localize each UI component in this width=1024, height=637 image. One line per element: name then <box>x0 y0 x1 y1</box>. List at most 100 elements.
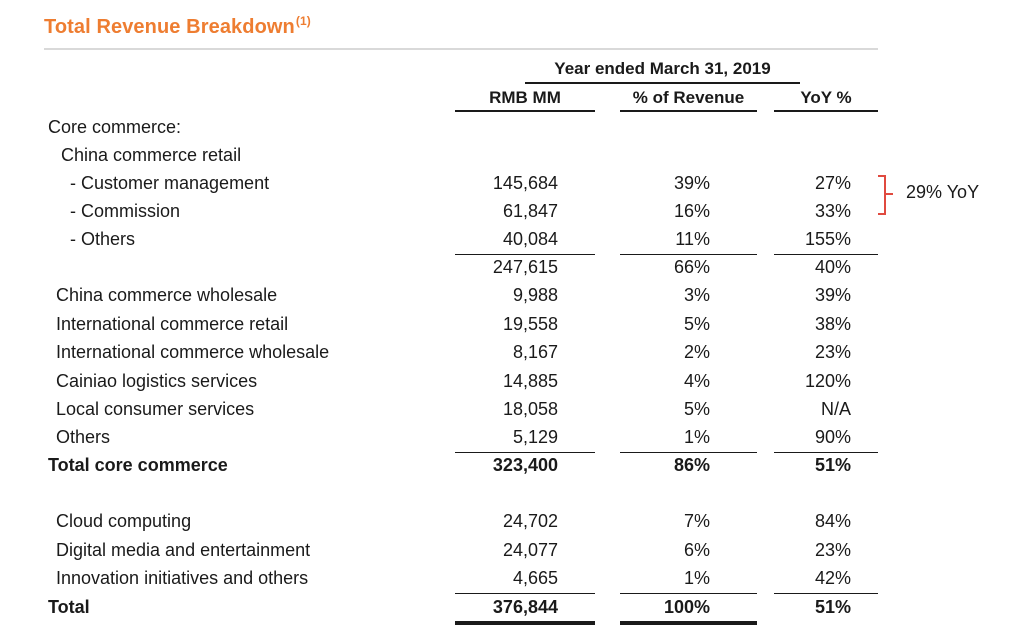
column-header-percent-revenue: % of Revenue <box>632 88 745 107</box>
bracket-annotation <box>878 175 886 215</box>
column-header-rule-yoy <box>774 110 878 112</box>
row-label: - Commission <box>70 201 181 221</box>
row-label: China commerce wholesale <box>56 285 278 305</box>
report-title-text: Total Revenue Breakdown <box>44 16 295 38</box>
table-row: - Customer management 145,684 39% 27% <box>0 173 1024 201</box>
cell-rmb: 376,844 <box>492 597 558 617</box>
column-header-rule-rmb <box>455 110 595 112</box>
row-label: International commerce wholesale <box>56 342 330 362</box>
cell-yoy: 90% <box>814 427 851 447</box>
subtotal-rule <box>620 254 757 255</box>
cell-percent-revenue: 1% <box>683 568 710 588</box>
table-row: Others 5,129 1% 90% <box>0 427 1024 455</box>
column-header-rmb: RMB MM <box>489 88 561 107</box>
grand-total-rule <box>774 593 878 594</box>
cell-percent-revenue: 1% <box>683 427 710 447</box>
total-core-rule <box>620 452 757 453</box>
row-label: International commerce retail <box>56 314 289 334</box>
cell-percent-revenue: 11% <box>675 229 710 249</box>
table-row: International commerce wholesale 8,167 2… <box>0 342 1024 370</box>
cell-percent-revenue: 66% <box>673 257 710 277</box>
cell-yoy: 120% <box>804 371 851 391</box>
row-label: Cainiao logistics services <box>56 371 258 391</box>
cell-yoy: 40% <box>814 257 851 277</box>
period-header-rule <box>525 82 800 84</box>
grand-total-double-underline <box>455 621 595 625</box>
row-label: Local consumer services <box>56 399 255 419</box>
row-label: Digital media and entertainment <box>56 540 311 560</box>
cell-yoy: 84% <box>814 511 851 531</box>
report-title: Total Revenue Breakdown(1) <box>44 14 311 39</box>
cell-yoy: 51% <box>814 597 851 617</box>
grand-total-rule <box>455 593 595 594</box>
table-row: Digital media and entertainment 24,077 6… <box>0 540 1024 568</box>
table-row: Innovation initiatives and others 4,665 … <box>0 568 1024 596</box>
cell-percent-revenue: 39% <box>673 173 710 193</box>
cell-rmb: 40,084 <box>502 229 558 249</box>
column-header-rule-percent <box>620 110 757 112</box>
cell-percent-revenue: 5% <box>683 399 710 419</box>
cell-percent-revenue: 86% <box>673 455 710 475</box>
cell-rmb: 247,615 <box>492 257 558 277</box>
cell-yoy: 38% <box>814 314 851 334</box>
table-row: Cloud computing 24,702 7% 84% <box>0 511 1024 539</box>
row-label: - Others <box>70 229 136 249</box>
cell-yoy: 23% <box>814 540 851 560</box>
cell-yoy: 23% <box>814 342 851 362</box>
table-row: - Others 40,084 11% 155% <box>0 229 1024 257</box>
period-header: Year ended March 31, 2019 <box>554 59 771 78</box>
cell-rmb: 24,077 <box>502 540 558 560</box>
cell-rmb: 8,167 <box>512 342 558 362</box>
cell-yoy: 51% <box>814 455 851 475</box>
column-header-yoy: YoY % <box>800 88 852 107</box>
cell-percent-revenue: 5% <box>683 314 710 334</box>
table-row-total-core-commerce: Total core commerce 323,400 86% 51% <box>0 455 1024 483</box>
table-row: International commerce retail 19,558 5% … <box>0 314 1024 342</box>
title-divider <box>44 48 878 50</box>
cell-yoy: 42% <box>814 568 851 588</box>
grand-total-rule <box>620 593 757 594</box>
row-label: Total <box>48 597 90 617</box>
bracket-annotation-text: 29% YoY <box>906 182 980 202</box>
cell-rmb: 4,665 <box>512 568 558 588</box>
row-label: Core commerce: <box>48 117 182 137</box>
row-label: Innovation initiatives and others <box>56 568 309 588</box>
cell-yoy: 39% <box>814 285 851 305</box>
row-label: Others <box>56 427 111 447</box>
title-footnote: (1) <box>295 14 311 28</box>
cell-percent-revenue: 4% <box>683 371 710 391</box>
cell-rmb: 24,702 <box>502 511 558 531</box>
cell-yoy: N/A <box>820 399 851 419</box>
subtotal-rule <box>455 254 595 255</box>
table-row-grand-total: Total 376,844 100% 51% <box>0 597 1024 625</box>
cell-percent-revenue: 16% <box>673 201 710 221</box>
cell-rmb: 145,684 <box>492 173 558 193</box>
cell-percent-revenue: 100% <box>663 597 710 617</box>
subtotal-rule <box>774 254 878 255</box>
bracket-tick <box>886 193 893 195</box>
table-row: China commerce wholesale 9,988 3% 39% <box>0 285 1024 313</box>
row-label: Total core commerce <box>48 455 228 475</box>
cell-percent-revenue: 7% <box>683 511 710 531</box>
cell-yoy: 155% <box>804 229 851 249</box>
cell-yoy: 27% <box>814 173 851 193</box>
cell-rmb: 18,058 <box>502 399 558 419</box>
table-row-core-commerce-heading: Core commerce: <box>0 117 1024 145</box>
row-label: Cloud computing <box>56 511 192 531</box>
table-row: - Commission 61,847 16% 33% <box>0 201 1024 229</box>
table-row-subtotal: 247,615 66% 40% <box>0 257 1024 285</box>
total-core-rule <box>455 452 595 453</box>
table-row: Local consumer services 18,058 5% N/A <box>0 399 1024 427</box>
cell-rmb: 61,847 <box>502 201 558 221</box>
cell-percent-revenue: 2% <box>683 342 710 362</box>
cell-percent-revenue: 3% <box>683 285 710 305</box>
cell-percent-revenue: 6% <box>683 540 710 560</box>
cell-rmb: 14,885 <box>502 371 558 391</box>
grand-total-double-underline <box>620 621 757 625</box>
cell-rmb: 9,988 <box>512 285 558 305</box>
total-core-rule <box>774 452 878 453</box>
table-row-china-commerce-retail-heading: China commerce retail <box>0 145 1024 173</box>
cell-rmb: 5,129 <box>512 427 558 447</box>
cell-rmb: 19,558 <box>502 314 558 334</box>
row-label: China commerce retail <box>61 145 242 165</box>
